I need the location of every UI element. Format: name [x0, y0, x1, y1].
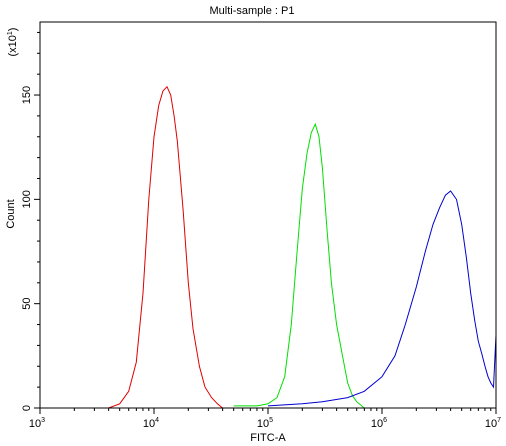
y-tick-label: 0 — [21, 405, 33, 411]
y-multiplier-label: (x101) — [7, 28, 19, 57]
y-tick-label: 100 — [21, 190, 33, 208]
x-tick-label: 103 — [29, 417, 45, 430]
series-layer — [108, 85, 497, 409]
x-tick-label: 104 — [143, 417, 159, 430]
plot-frame — [39, 21, 497, 409]
y-tick-label: 50 — [21, 298, 33, 310]
x-axis-label: FITC-A — [250, 432, 286, 444]
y-axis-label: Count — [5, 199, 17, 228]
x-tick-label: 105 — [257, 417, 273, 430]
x-tick-label: 107 — [485, 417, 501, 430]
ticks-layer: 103 104 105 106 107 0 50 100 150 — [21, 31, 501, 430]
series-line-3 — [267, 190, 497, 407]
x-tick-label: 106 — [371, 417, 387, 430]
series-line-1 — [108, 85, 223, 409]
chart-title: Multi-sample : P1 — [210, 5, 295, 17]
y-tick-label: 150 — [21, 86, 33, 104]
series-line-2 — [233, 122, 365, 409]
